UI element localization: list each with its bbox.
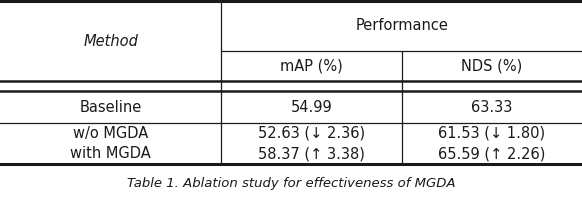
Text: mAP (%): mAP (%) — [280, 58, 343, 73]
Text: Table 1. Ablation study for effectiveness of MGDA: Table 1. Ablation study for effectivenes… — [127, 178, 455, 190]
Text: Method: Method — [83, 33, 138, 48]
Text: Performance: Performance — [355, 19, 448, 33]
Text: 52.63 (↓ 2.36): 52.63 (↓ 2.36) — [258, 126, 365, 141]
Text: with MGDA: with MGDA — [70, 146, 151, 161]
Text: 58.37 (↑ 3.38): 58.37 (↑ 3.38) — [258, 146, 365, 161]
Text: w/o MGDA: w/o MGDA — [73, 126, 148, 141]
Text: 65.59 (↑ 2.26): 65.59 (↑ 2.26) — [438, 146, 545, 161]
Text: 63.33: 63.33 — [471, 99, 513, 114]
Text: 54.99: 54.99 — [290, 99, 332, 114]
Text: NDS (%): NDS (%) — [461, 58, 523, 73]
Text: 61.53 (↓ 1.80): 61.53 (↓ 1.80) — [438, 126, 545, 141]
Text: Baseline: Baseline — [80, 99, 141, 114]
